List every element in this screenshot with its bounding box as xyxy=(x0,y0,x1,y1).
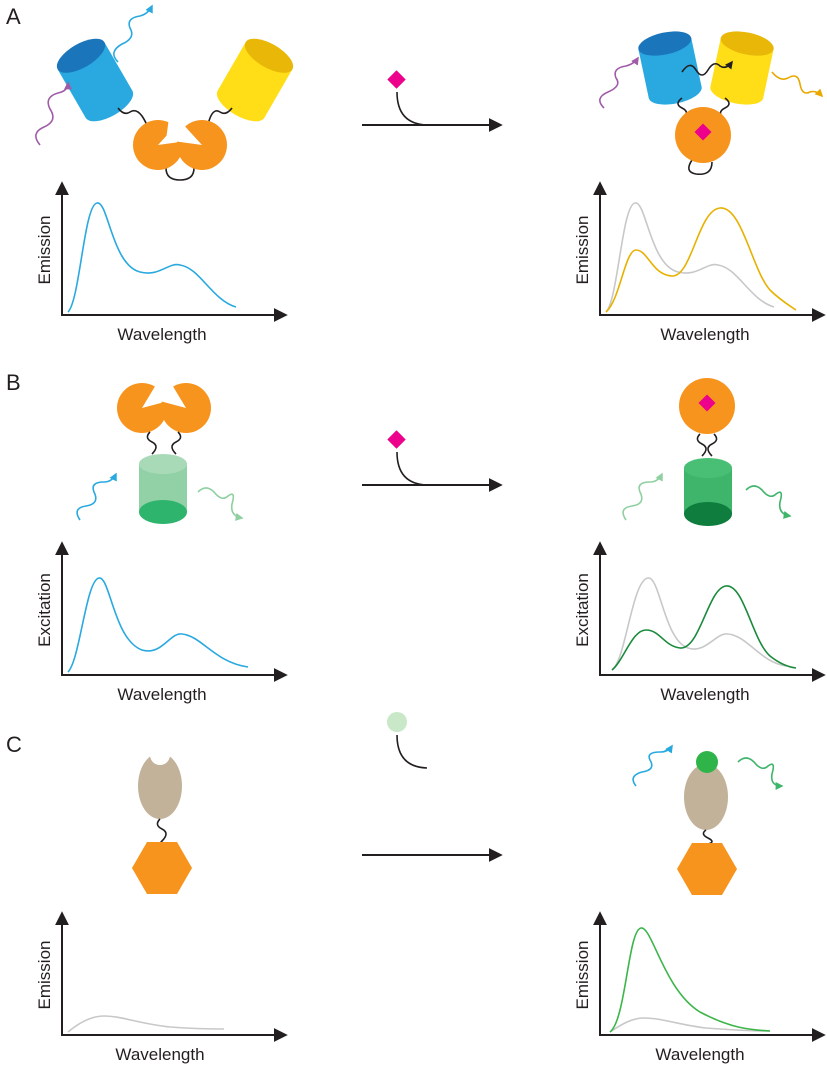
emission-arrow xyxy=(738,758,782,786)
cylinder-green xyxy=(684,458,732,526)
emission-arrow xyxy=(198,488,242,518)
curve xyxy=(612,586,796,670)
linker xyxy=(703,830,712,844)
excitation-arrow xyxy=(600,58,638,108)
linker xyxy=(166,168,194,180)
panel-label: B xyxy=(6,370,21,395)
panel-b: B Excitation Wavelength Excitation Wavel… xyxy=(6,370,823,704)
curve xyxy=(606,208,796,312)
ligand-path xyxy=(397,92,427,125)
cylinder-green xyxy=(139,454,187,524)
linker xyxy=(147,432,156,454)
x-axis-label: Wavelength xyxy=(115,1045,204,1064)
shape xyxy=(684,502,732,526)
emission-arrow xyxy=(772,72,822,96)
x-axis-label: Wavelength xyxy=(660,325,749,344)
y-axis-label: Emission xyxy=(35,216,54,285)
reporter xyxy=(132,842,192,894)
linker xyxy=(172,432,181,454)
plot: Emission Wavelength xyxy=(573,184,823,344)
linker xyxy=(697,434,706,456)
y-axis-label: Emission xyxy=(35,941,54,1010)
sensor-domain xyxy=(684,764,728,830)
ligand xyxy=(387,430,405,448)
plot: Excitation Wavelength xyxy=(35,544,285,704)
binding-domain xyxy=(156,378,211,433)
excitation-arrow xyxy=(633,746,672,786)
ligand xyxy=(696,751,718,773)
panel-a: A Emission Wavelength Emission Wavelengt… xyxy=(6,4,823,344)
plot: Excitation Wavelength xyxy=(573,544,823,704)
panel-label: A xyxy=(6,4,21,29)
curve xyxy=(68,1016,224,1032)
excitation-arrow xyxy=(623,474,662,520)
cylinder-yellow xyxy=(708,27,776,109)
excitation-arrow xyxy=(77,474,116,520)
curve xyxy=(610,928,770,1032)
linker xyxy=(708,434,717,456)
panel-label: C xyxy=(6,732,22,757)
curve xyxy=(68,578,248,672)
shape xyxy=(150,745,170,765)
figure: A Emission Wavelength Emission Wavelengt… xyxy=(0,0,827,1070)
y-axis-label: Excitation xyxy=(573,573,592,647)
curve xyxy=(68,203,236,312)
x-axis-label: Wavelength xyxy=(117,325,206,344)
x-axis-label: Wavelength xyxy=(660,685,749,704)
x-axis-label: Wavelength xyxy=(655,1045,744,1064)
emission-arrow xyxy=(114,6,152,62)
y-axis-label: Excitation xyxy=(35,573,54,647)
ligand-path xyxy=(397,735,427,768)
excitation-arrow xyxy=(36,83,68,145)
curve xyxy=(612,578,786,670)
axes xyxy=(62,544,285,675)
y-axis-label: Emission xyxy=(573,216,592,285)
ligand xyxy=(387,712,407,732)
shape xyxy=(139,500,187,524)
ligand xyxy=(387,70,405,88)
axes xyxy=(600,544,823,675)
panel-c: C Emission Wavelength Emission Wavelengt… xyxy=(6,712,823,1064)
sensor-domain xyxy=(138,745,182,819)
ligand-path xyxy=(397,452,427,485)
emission-arrow xyxy=(746,486,790,516)
curve xyxy=(610,1018,770,1032)
x-axis-label: Wavelength xyxy=(117,685,206,704)
shape xyxy=(139,454,187,474)
plot: Emission Wavelength xyxy=(35,184,285,344)
reporter xyxy=(677,843,737,895)
plot: Emission Wavelength xyxy=(35,914,285,1064)
shape xyxy=(684,458,732,478)
y-axis-label: Emission xyxy=(573,941,592,1010)
plot: Emission Wavelength xyxy=(573,914,823,1064)
